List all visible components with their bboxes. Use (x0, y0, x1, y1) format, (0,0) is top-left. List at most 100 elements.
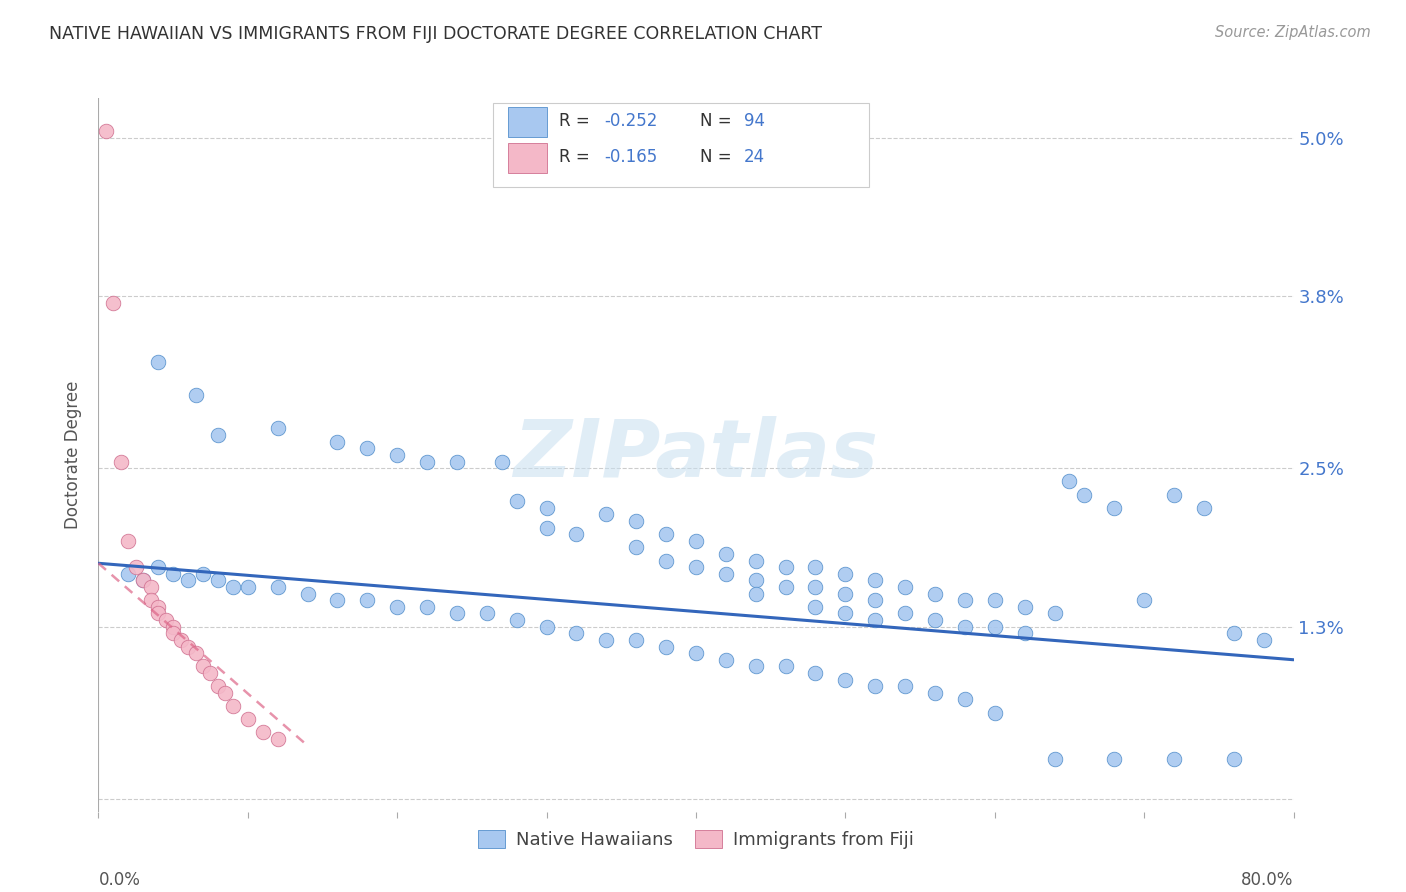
Point (655, 640, 678, 654)
Point (924, 686, 946, 700)
Point (155, 613, 177, 627)
Point (953, 692, 976, 706)
Point (236, 712, 259, 726)
FancyBboxPatch shape (509, 107, 547, 136)
Point (1163, 752, 1185, 766)
Y-axis label: Doctorate Degree: Doctorate Degree (65, 381, 83, 529)
Point (865, 574, 887, 588)
Point (207, 679, 229, 693)
Point (191, 566, 214, 581)
Point (94, 124, 117, 138)
Text: ZIPatlas: ZIPatlas (513, 416, 879, 494)
Point (184, 646, 207, 660)
Point (804, 665, 827, 680)
Point (595, 508, 617, 522)
Point (865, 613, 887, 627)
Point (1014, 626, 1036, 640)
Point (894, 580, 917, 594)
Point (169, 632, 191, 647)
Point (834, 587, 856, 601)
Point (356, 442, 378, 456)
Text: 80.0%: 80.0% (1241, 871, 1294, 889)
Text: -0.252: -0.252 (605, 112, 658, 130)
Point (834, 566, 856, 581)
Point (207, 428, 229, 442)
Point (1073, 487, 1095, 501)
Point (834, 673, 856, 687)
Point (1059, 475, 1081, 489)
Point (984, 593, 1007, 607)
Point (267, 421, 290, 435)
Point (655, 527, 678, 541)
Point (685, 560, 707, 574)
Point (536, 520, 558, 534)
Point (506, 613, 529, 627)
FancyBboxPatch shape (509, 143, 547, 173)
Point (1223, 626, 1246, 640)
Point (1163, 487, 1185, 501)
Point (385, 448, 409, 462)
Text: 94: 94 (744, 112, 765, 130)
Point (775, 560, 797, 574)
Point (714, 566, 737, 581)
Point (162, 566, 184, 581)
Point (536, 500, 558, 515)
Text: Source: ZipAtlas.com: Source: ZipAtlas.com (1215, 25, 1371, 40)
Point (626, 632, 648, 647)
Point (1014, 599, 1036, 614)
Point (894, 607, 917, 621)
Point (236, 580, 259, 594)
Point (745, 587, 768, 601)
Point (953, 620, 976, 634)
Point (297, 587, 319, 601)
Point (222, 698, 245, 713)
Point (184, 388, 207, 402)
Point (132, 574, 155, 588)
Point (984, 706, 1007, 720)
Point (177, 640, 200, 654)
FancyBboxPatch shape (494, 103, 869, 187)
Point (685, 646, 707, 660)
Point (745, 659, 768, 673)
Point (865, 593, 887, 607)
Point (894, 679, 917, 693)
Point (1133, 593, 1156, 607)
Point (626, 514, 648, 528)
Point (565, 626, 588, 640)
Point (804, 580, 827, 594)
Point (984, 620, 1007, 634)
Point (103, 296, 125, 310)
Point (416, 599, 439, 614)
Point (775, 580, 797, 594)
Point (685, 533, 707, 548)
Point (148, 599, 170, 614)
Point (148, 607, 170, 621)
Point (125, 560, 148, 574)
Point (191, 659, 214, 673)
Point (953, 593, 976, 607)
Point (475, 607, 498, 621)
Point (565, 527, 588, 541)
Text: N =: N = (700, 148, 737, 166)
Text: 24: 24 (744, 148, 765, 166)
Point (745, 554, 768, 568)
Point (117, 533, 139, 548)
Text: NATIVE HAWAIIAN VS IMMIGRANTS FROM FIJI DOCTORATE DEGREE CORRELATION CHART: NATIVE HAWAIIAN VS IMMIGRANTS FROM FIJI … (49, 25, 823, 43)
Point (177, 574, 200, 588)
Point (132, 574, 155, 588)
Point (1253, 632, 1275, 647)
Point (446, 454, 468, 468)
Point (356, 593, 378, 607)
Point (267, 732, 290, 747)
Point (655, 554, 678, 568)
Point (139, 593, 162, 607)
Point (162, 620, 184, 634)
Point (714, 653, 737, 667)
Point (865, 679, 887, 693)
Point (110, 454, 132, 468)
Point (214, 686, 236, 700)
Point (252, 725, 274, 739)
Text: -0.165: -0.165 (605, 148, 657, 166)
Point (1192, 500, 1215, 515)
Text: 0.0%: 0.0% (98, 871, 141, 889)
